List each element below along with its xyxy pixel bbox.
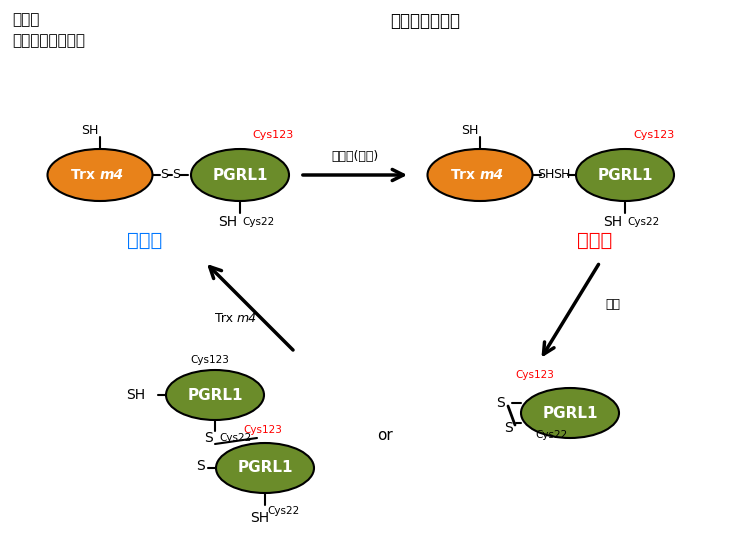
Text: S: S [204,431,213,445]
Ellipse shape [166,370,264,420]
Text: PGRL1: PGRL1 [212,167,268,182]
Text: Cys22: Cys22 [242,217,274,227]
Text: or: or [377,427,393,442]
Text: Cys123: Cys123 [252,130,293,140]
Text: S: S [504,421,513,435]
Text: SH: SH [217,215,237,229]
Text: SH: SH [251,511,269,525]
Text: 活性型: 活性型 [578,230,613,249]
Text: Cys123: Cys123 [190,355,229,365]
Text: Trx: Trx [71,168,100,182]
Ellipse shape [427,149,532,201]
Text: Cys22: Cys22 [627,217,659,227]
Text: m4: m4 [100,168,124,182]
Text: m4: m4 [237,311,257,325]
Text: PGRL1: PGRL1 [597,167,652,182]
Text: 阻害型: 阻害型 [128,230,163,249]
Text: Cys123: Cys123 [515,370,554,380]
Text: Cys22: Cys22 [535,430,567,440]
Text: Cys22: Cys22 [219,433,251,443]
Text: SH: SH [538,169,555,181]
Text: SH: SH [460,123,478,137]
Text: PGRL1: PGRL1 [237,460,292,475]
Text: 暗条件
光合成の定常状態: 暗条件 光合成の定常状態 [12,12,85,48]
Text: Cys123: Cys123 [633,130,674,140]
Text: S: S [196,459,205,473]
Text: m4: m4 [480,168,504,182]
Text: S: S [160,169,168,181]
Text: Trx: Trx [215,311,237,325]
Ellipse shape [521,388,619,438]
Ellipse shape [216,443,314,493]
Text: SH: SH [603,215,622,229]
Ellipse shape [47,149,152,201]
Text: Cys22: Cys22 [267,506,299,516]
Text: SH: SH [553,169,570,181]
Text: SH: SH [81,123,98,137]
Text: S: S [172,169,180,181]
Text: S: S [496,396,505,410]
Text: 酸化: 酸化 [605,299,620,311]
Ellipse shape [191,149,289,201]
Text: PGRL1: PGRL1 [188,387,243,402]
Text: 光合成の誘導期: 光合成の誘導期 [390,12,460,30]
Text: Cys123: Cys123 [243,425,282,435]
Ellipse shape [576,149,674,201]
Text: SH: SH [126,388,145,402]
Text: Trx: Trx [452,168,480,182]
Text: 還元力(電子): 還元力(電子) [332,151,379,163]
Text: PGRL1: PGRL1 [542,406,598,421]
